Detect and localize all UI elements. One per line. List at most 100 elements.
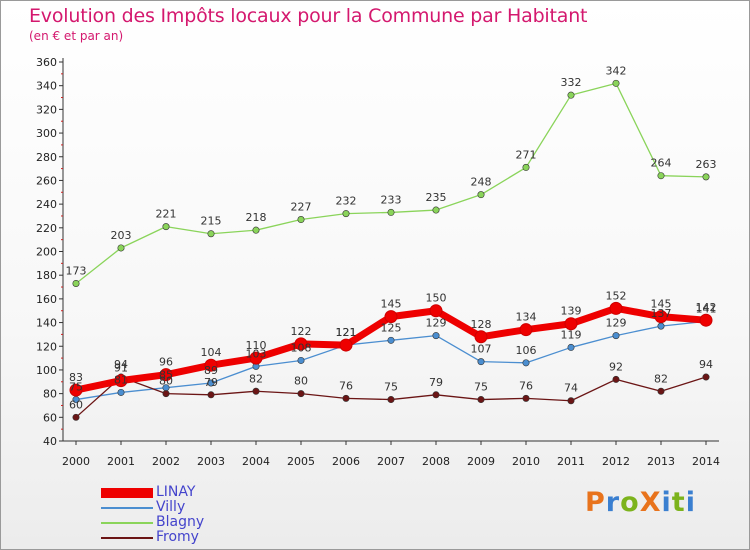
data-label-linay: 134 [516,311,537,324]
data-label-fromy: 75 [474,381,488,394]
data-label-linay: 152 [606,289,627,302]
logo-letter: i [685,487,696,518]
data-label-linay: 83 [69,371,83,384]
logo-letter: X [639,487,662,518]
data-point-linay [429,304,443,318]
x-tick-label: 2010 [512,455,540,468]
data-point-villy [117,388,125,396]
y-tick-label: 100 [36,364,57,377]
data-label-linay: 142 [696,301,717,314]
data-point-blagny [387,208,395,216]
data-label-villy: 75 [69,381,83,394]
x-tick-label: 2001 [107,455,135,468]
data-label-fromy: 79 [204,376,218,389]
data-label-linay: 110 [246,339,267,352]
data-label-villy: 121 [336,326,357,339]
x-tick-label: 2012 [602,455,630,468]
data-point-linay [564,317,578,331]
data-label-fromy: 94 [114,358,128,371]
data-label-blagny: 332 [561,76,582,89]
data-point-blagny [657,172,665,180]
data-point-blagny [612,79,620,87]
logo-letter: i [661,487,672,518]
data-label-blagny: 215 [201,215,222,228]
data-point-fromy [342,394,350,402]
data-point-blagny [342,210,350,218]
y-tick-label: 140 [36,317,57,330]
data-label-blagny: 203 [111,229,132,242]
data-label-blagny: 271 [516,148,537,161]
data-label-villy: 119 [561,328,582,341]
series-layer [69,79,713,421]
y-tick-label: 320 [36,103,57,116]
data-point-linay [384,310,398,324]
y-tick-label: 160 [36,293,57,306]
data-point-linay [339,338,353,352]
data-label-linay: 91 [114,362,128,375]
y-tick-label: 280 [36,151,57,164]
y-tick-label: 120 [36,340,57,353]
data-point-fromy [72,413,80,421]
y-tick-label: 240 [36,198,57,211]
data-point-fromy [162,390,170,398]
data-point-villy [477,358,485,366]
y-tick-label: 180 [36,269,57,282]
y-tick-label: 200 [36,246,57,259]
data-label-villy: 108 [291,341,312,354]
data-point-blagny [567,91,575,99]
y-tick-label: 340 [36,80,57,93]
x-tick-label: 2007 [377,455,405,468]
chart-subtitle: (en € et par an) [29,29,124,43]
legend-swatch [101,522,153,524]
data-label-linay: 128 [471,318,492,331]
data-point-linay [204,358,218,372]
logo-letter: P [585,487,606,518]
legend-label: Blagny [156,514,205,530]
data-label-fromy: 74 [564,382,578,395]
logo-letter: t [671,487,686,518]
data-point-villy [207,379,215,387]
data-label-villy: 137 [651,307,672,320]
data-point-blagny [477,191,485,199]
y-tick-label: 260 [36,174,57,187]
data-point-linay [159,368,173,382]
x-tick-label: 2013 [647,455,675,468]
logo-letter: r [605,487,621,518]
data-point-villy [387,336,395,344]
data-point-fromy [612,375,620,383]
data-label-villy: 103 [246,347,267,360]
data-label-villy: 129 [426,317,447,330]
data-point-linay [69,383,83,397]
data-label-linay: 145 [651,298,672,311]
data-label-fromy: 75 [384,381,398,394]
data-label-villy: 107 [471,343,492,356]
data-label-linay: 104 [201,346,222,359]
data-label-fromy: 76 [519,379,533,392]
data-point-villy [297,356,305,364]
data-label-blagny: 235 [426,191,447,204]
legend-label: LINAY [156,484,196,500]
data-point-villy [612,332,620,340]
data-point-fromy [207,391,215,399]
data-label-blagny: 264 [651,157,672,170]
data-label-fromy: 82 [249,372,263,385]
data-label-linay: 122 [291,325,312,338]
data-point-fromy [297,390,305,398]
data-label-fromy: 80 [159,375,173,388]
data-label-fromy: 76 [339,379,353,392]
x-tick-label: 2011 [557,455,585,468]
data-label-blagny: 232 [336,195,357,208]
data-point-fromy [657,387,665,395]
data-point-villy [657,322,665,330]
data-label-villy: 89 [204,364,218,377]
axes: 40 60 80 100 120 140 160 180 200 220 240 260 280 300 3… [36,56,720,468]
legend-label: Fromy [156,529,199,545]
data-label-blagny: 342 [606,64,627,77]
y-tick-label: 360 [36,56,57,69]
legend-label: Villy [156,499,186,515]
data-label-linay: 139 [561,305,582,318]
data-label-fromy: 92 [609,360,623,373]
data-point-linay [114,374,128,388]
data-label-fromy: 82 [654,372,668,385]
